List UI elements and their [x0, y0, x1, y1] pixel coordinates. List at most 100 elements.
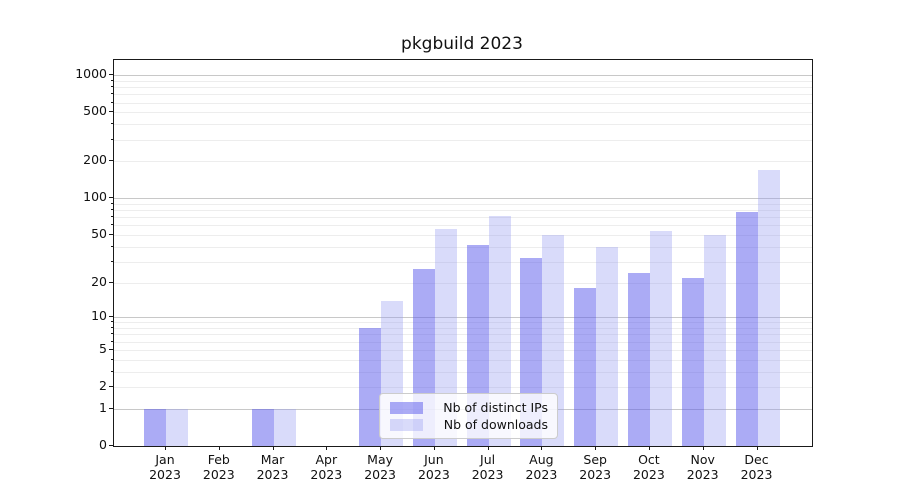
x-tick-year-feb: 2023: [202, 467, 235, 482]
y-tick-mark-2: [109, 386, 113, 388]
bar-downloads-jan: [166, 408, 188, 446]
y-tick-mark-1000: [109, 74, 113, 76]
plot-area: Nb of distinct IPs Nb of downloads: [113, 59, 813, 447]
chart-title: pkgbuild 2023: [401, 34, 523, 54]
y-tick-label-20: 20: [91, 273, 107, 289]
x-tick-label-sep: Sep 2023: [565, 452, 625, 482]
x-tick-month-dec: Dec: [744, 452, 769, 467]
legend: Nb of distinct IPs Nb of downloads: [379, 393, 558, 439]
y-tick-label-0: 0: [99, 437, 107, 452]
bar-downloads-jul: [488, 215, 511, 446]
y-minor-tick-60: [111, 224, 113, 226]
x-tick-mark-may: [380, 446, 382, 450]
y-minor-tick-7: [111, 333, 113, 335]
bar-downloads-mar: [273, 408, 296, 446]
x-tick-label-jan: Jan 2023: [135, 452, 195, 482]
x-tick-year-dec: 2023: [740, 467, 773, 482]
gridline-900: [114, 80, 812, 82]
x-tick-year-aug: 2023: [525, 467, 558, 482]
x-tick-mark-sep: [595, 446, 597, 450]
legend-label-downloads: Nb of downloads: [443, 417, 548, 432]
y-minor-tick-9: [111, 321, 113, 323]
x-tick-month-mar: Mar: [260, 452, 285, 467]
x-tick-label-aug: Aug 2023: [511, 452, 571, 482]
x-tick-label-apr: Apr 2023: [296, 452, 356, 482]
y-minor-tick-3: [111, 370, 113, 372]
y-tick-mark-5: [109, 348, 113, 350]
x-tick-mark-jul: [487, 446, 489, 450]
x-tick-mark-jun: [433, 446, 435, 450]
legend-item-distinct-ips: Nb of distinct IPs: [390, 400, 548, 415]
bar-distinct-ips-nov: [681, 277, 704, 446]
legend-label-distinct-ips: Nb of distinct IPs: [443, 400, 548, 415]
x-tick-mark-nov: [702, 446, 704, 450]
x-tick-label-feb: Feb 2023: [189, 452, 249, 482]
gridline-600: [114, 102, 812, 104]
bar-downloads-oct: [649, 231, 672, 446]
y-minor-tick-4: [111, 358, 113, 360]
x-tick-mark-mar: [272, 446, 274, 450]
y-tick-mark-500: [109, 111, 113, 113]
y-minor-tick-600: [111, 101, 113, 103]
gridline-40: [114, 246, 812, 248]
x-tick-mark-apr: [326, 446, 328, 450]
bar-distinct-ips-may: [359, 328, 382, 446]
y-tick-mark-0: [109, 445, 113, 446]
x-tick-year-jan: 2023: [149, 467, 181, 482]
gridline-200: [114, 161, 812, 163]
x-tick-year-jun: 2023: [417, 467, 450, 482]
y-tick-label-5: 5: [99, 340, 107, 356]
y-tick-mark-1: [109, 407, 113, 409]
y-tick-mark-50: [109, 234, 113, 235]
gridline-9: [114, 322, 812, 324]
legend-swatch-distinct-ips: [390, 401, 423, 414]
x-tick-month-may: May: [367, 452, 394, 467]
gridline-80: [114, 210, 812, 212]
bar-distinct-ips-jan: [144, 408, 166, 446]
x-tick-year-oct: 2023: [632, 467, 665, 482]
x-tick-label-oct: Oct 2023: [619, 452, 679, 482]
y-tick-mark-20: [109, 281, 113, 283]
x-tick-mark-dec: [756, 446, 758, 450]
gridline-90: [114, 204, 812, 205]
legend-item-downloads: Nb of downloads: [390, 417, 548, 432]
y-tick-label-2: 2: [99, 378, 107, 394]
bar-distinct-ips-dec: [735, 211, 758, 446]
bar-downloads-nov: [703, 235, 726, 446]
x-tick-label-jun: Jun 2023: [404, 452, 464, 482]
gridline-300: [114, 139, 812, 141]
y-tick-label-200: 200: [83, 152, 107, 168]
x-tick-month-jan: Jan: [155, 452, 175, 467]
y-minor-tick-70: [111, 216, 113, 218]
x-tick-month-aug: Aug: [529, 452, 554, 467]
x-tick-mark-oct: [648, 446, 650, 450]
y-minor-tick-40: [111, 245, 113, 247]
y-tick-mark-10: [109, 316, 113, 318]
gridline-30: [114, 261, 812, 263]
bar-distinct-ips-oct: [627, 273, 650, 446]
gridline-400: [114, 124, 812, 126]
x-tick-month-oct: Oct: [638, 452, 660, 467]
x-tick-year-jul: 2023: [471, 467, 504, 482]
y-tick-label-1000: 1000: [75, 66, 107, 82]
gridline-4: [114, 359, 812, 361]
y-tick-label-100: 100: [83, 189, 107, 205]
x-tick-label-nov: Nov 2023: [673, 452, 733, 482]
y-minor-tick-30: [111, 260, 113, 262]
y-minor-tick-8: [111, 327, 113, 329]
y-tick-label-1: 1: [99, 399, 107, 415]
gridline-7: [114, 334, 812, 336]
x-tick-label-dec: Dec 2023: [727, 452, 787, 482]
x-tick-month-apr: Apr: [315, 452, 338, 467]
x-tick-month-jun: Jun: [424, 452, 444, 467]
x-tick-year-nov: 2023: [686, 467, 719, 482]
x-tick-month-nov: Nov: [690, 452, 715, 467]
x-tick-mark-aug: [541, 446, 543, 450]
gridline-70: [114, 217, 812, 219]
gridline-800: [114, 87, 812, 89]
y-tick-mark-200: [109, 160, 113, 162]
gridline-10: [114, 317, 812, 319]
y-minor-tick-6: [111, 340, 113, 342]
y-tick-label-10: 10: [91, 308, 107, 324]
y-minor-tick-90: [111, 203, 113, 204]
